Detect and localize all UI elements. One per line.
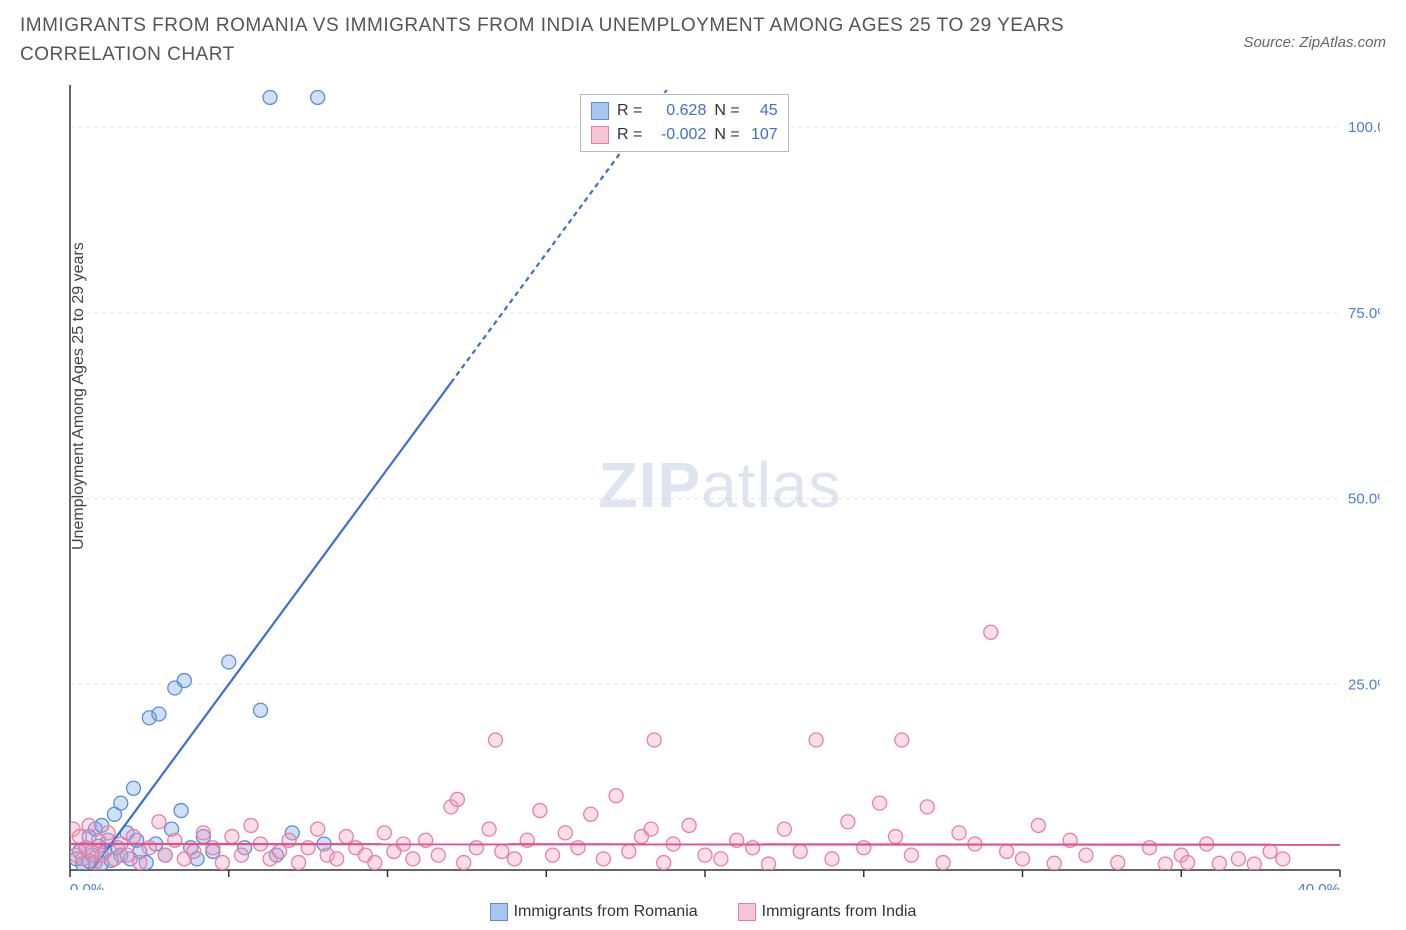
legend-item: Immigrants from Romania <box>490 903 698 921</box>
stats-row: R = -0.002 N = 107 <box>591 123 778 147</box>
chart-area: Unemployment Among Ages 25 to 29 years 0… <box>60 80 1380 890</box>
series-swatch <box>591 126 609 144</box>
stats-row: R = 0.628 N = 45 <box>591 99 778 123</box>
svg-text:50.0%: 50.0% <box>1348 491 1380 508</box>
stat-n-label: N = <box>714 99 739 123</box>
svg-text:100.0%: 100.0% <box>1348 119 1380 136</box>
legend: Immigrants from Romania Immigrants from I… <box>0 903 1406 926</box>
svg-text:75.0%: 75.0% <box>1348 305 1380 322</box>
stat-r-label: R = <box>617 123 642 147</box>
stat-r-value: -0.002 <box>650 123 706 147</box>
source-label: Source: ZipAtlas.com <box>1243 34 1386 51</box>
stat-n-value: 107 <box>748 123 778 147</box>
scatter-plot: 0.0% 40.0% 25.0% 50.0% 75.0% 100.0% <box>60 80 1380 890</box>
legend-item: Immigrants from India <box>738 903 917 921</box>
series-swatch <box>591 102 609 120</box>
legend-swatch <box>490 903 508 921</box>
stat-r-label: R = <box>617 99 642 123</box>
svg-text:25.0%: 25.0% <box>1348 676 1380 693</box>
svg-text:40.0%: 40.0% <box>1297 881 1340 890</box>
stat-n-value: 45 <box>748 99 778 123</box>
legend-label: Immigrants from India <box>762 903 917 921</box>
legend-label: Immigrants from Romania <box>514 903 698 921</box>
legend-swatch <box>738 903 756 921</box>
svg-text:0.0%: 0.0% <box>70 881 104 890</box>
stat-r-value: 0.628 <box>650 99 706 123</box>
stat-n-label: N = <box>714 123 739 147</box>
chart-title: IMMIGRANTS FROM ROMANIA VS IMMIGRANTS FR… <box>20 12 1120 69</box>
stats-box: R = 0.628 N = 45 R = -0.002 N = 107 <box>580 94 789 152</box>
